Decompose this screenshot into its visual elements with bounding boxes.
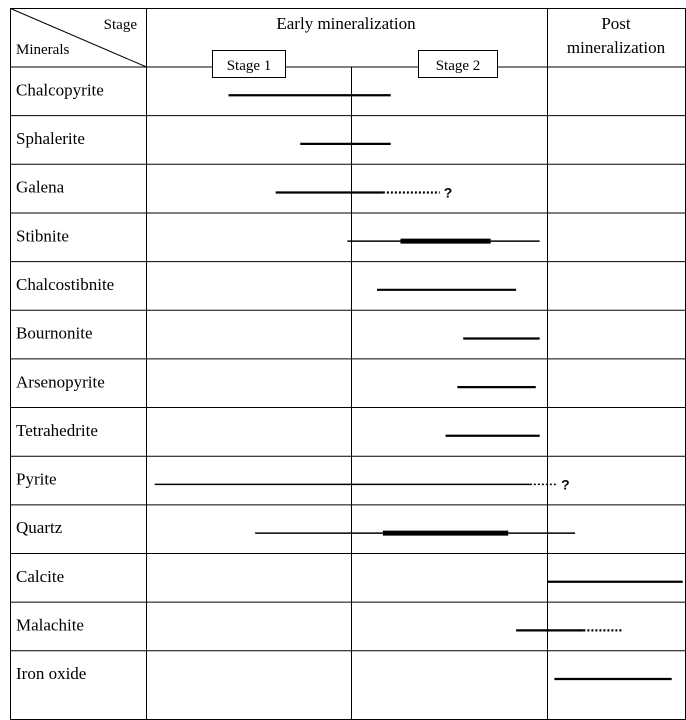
mineral-rows: Chalcopyrite Sphalerite Galena ? Stibnite Cha… [10,80,686,683]
mineral-name: Tetrahedrite [16,421,98,440]
mineral-name: Quartz [16,518,63,537]
mineral-name: Pyrite [16,470,57,489]
uncertain-marker: ? [561,476,570,492]
minerals-header-label: Minerals [16,42,69,58]
post-mineralization-title-line2: mineralization [567,38,666,57]
stage2-label: Stage 2 [436,58,481,74]
header-diagonal [10,8,147,68]
mineral-name: Malachite [16,616,84,635]
mineral-name: Sphalerite [16,129,85,148]
mineral-name: Chalcostibnite [16,275,114,294]
stage-header-label: Stage [104,17,138,33]
mineral-name: Iron oxide [16,664,86,683]
post-mineralization-title-line1: Post [601,14,631,33]
mineral-name: Calcite [16,567,64,586]
mineral-name: Chalcopyrite [16,80,104,99]
mineral-name: Galena [16,178,65,197]
stage2-box: Stage 2 [418,50,498,78]
uncertain-marker: ? [444,185,453,201]
mineral-name: Bournonite [16,324,93,343]
stage1-label: Stage 1 [227,58,272,74]
mineral-name: Stibnite [16,226,69,245]
mineral-name: Arsenopyrite [16,372,105,391]
early-mineralization-title: Early mineralization [276,14,416,33]
stage1-box: Stage 1 [212,50,286,78]
